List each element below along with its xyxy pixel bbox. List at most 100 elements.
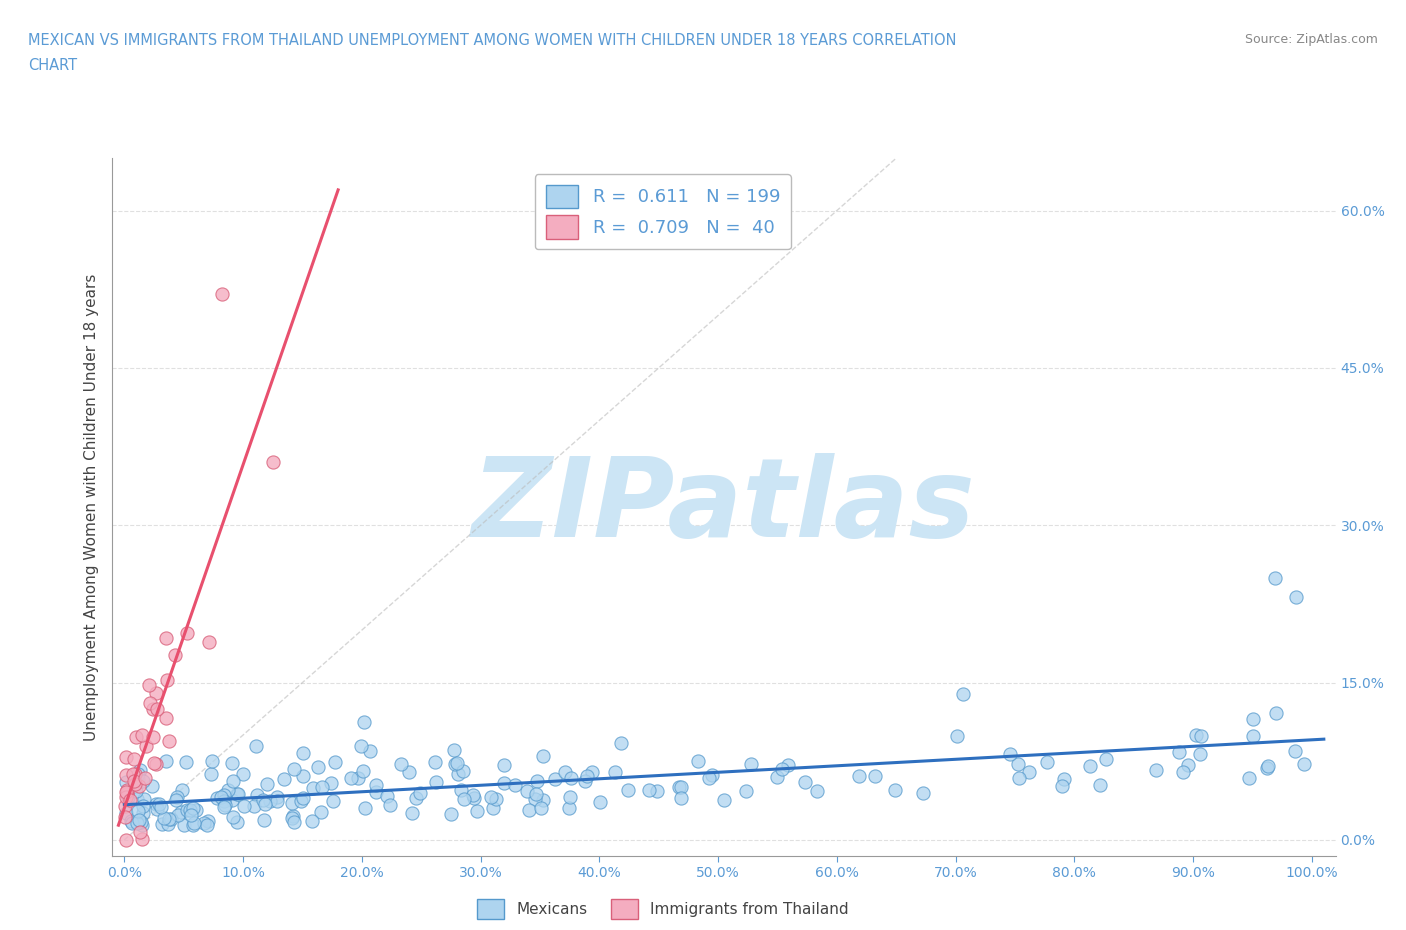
Point: [485, 791, 508, 806]
Point: [1050, 779, 1073, 794]
Point: [574, 774, 596, 789]
Point: [201, 754, 224, 769]
Point: [1257, 758, 1279, 773]
Point: [138, 678, 160, 693]
Point: [425, 774, 447, 789]
Point: [273, 772, 295, 787]
Point: [193, 816, 215, 830]
Point: [155, 753, 177, 768]
Point: [1053, 772, 1076, 787]
Point: [291, 768, 314, 783]
Point: [290, 794, 312, 809]
Point: [211, 287, 233, 302]
Text: MEXICAN VS IMMIGRANTS FROM THAILAND UNEMPLOYMENT AMONG WOMEN WITH CHILDREN UNDER: MEXICAN VS IMMIGRANTS FROM THAILAND UNEM…: [28, 33, 956, 47]
Point: [180, 807, 202, 822]
Point: [389, 757, 412, 772]
Point: [117, 785, 139, 800]
Point: [453, 764, 475, 778]
Point: [115, 787, 138, 802]
Point: [170, 804, 193, 819]
Point: [364, 784, 387, 799]
Point: [1090, 777, 1112, 792]
Point: [214, 797, 236, 812]
Point: [176, 626, 198, 641]
Point: [806, 783, 828, 798]
Point: [1167, 745, 1189, 760]
Text: ZIPatlas: ZIPatlas: [472, 453, 976, 561]
Point: [115, 750, 138, 764]
Point: [398, 764, 420, 779]
Point: [946, 728, 969, 743]
Point: [115, 805, 138, 820]
Point: [127, 791, 149, 806]
Point: [301, 814, 323, 829]
Point: [226, 787, 249, 802]
Point: [1008, 770, 1031, 785]
Point: [531, 748, 554, 763]
Point: [319, 776, 342, 790]
Point: [524, 791, 547, 806]
Point: [339, 771, 361, 786]
Point: [526, 774, 548, 789]
Point: [280, 796, 302, 811]
Point: [131, 727, 153, 742]
Point: [734, 783, 756, 798]
Point: [444, 756, 467, 771]
Point: [465, 804, 488, 819]
Point: [127, 771, 149, 786]
Point: [440, 806, 463, 821]
Point: [131, 805, 153, 820]
Point: [135, 738, 157, 753]
Point: [668, 779, 690, 794]
Point: [686, 753, 709, 768]
Point: [145, 757, 167, 772]
Point: [443, 742, 465, 757]
Point: [1285, 590, 1308, 604]
Point: [350, 739, 373, 754]
Point: [446, 755, 468, 770]
Point: [453, 791, 475, 806]
Point: [142, 730, 165, 745]
Point: [115, 832, 138, 847]
Point: [128, 778, 150, 793]
Point: [124, 767, 146, 782]
Point: [669, 779, 692, 794]
Point: [1018, 764, 1040, 779]
Point: [281, 811, 304, 826]
Point: [245, 738, 267, 753]
Point: [167, 808, 190, 823]
Point: [125, 784, 148, 799]
Point: [174, 754, 197, 769]
Point: [377, 789, 399, 804]
Point: [409, 785, 432, 800]
Point: [156, 672, 179, 687]
Point: [132, 774, 155, 789]
Point: [217, 782, 239, 797]
Point: [1256, 761, 1278, 776]
Point: [603, 764, 626, 779]
Point: [226, 787, 249, 802]
Point: [148, 797, 170, 812]
Point: [560, 771, 582, 786]
Point: [700, 767, 723, 782]
Point: [114, 775, 136, 790]
Point: [172, 782, 194, 797]
Point: [863, 768, 886, 783]
Point: [637, 783, 659, 798]
Point: [221, 810, 243, 825]
Point: [309, 804, 332, 819]
Point: [114, 799, 136, 814]
Point: [160, 812, 183, 827]
Point: [145, 797, 167, 812]
Point: [581, 764, 603, 779]
Point: [176, 803, 198, 817]
Point: [1177, 758, 1199, 773]
Point: [131, 831, 153, 846]
Point: [770, 761, 793, 776]
Point: [1188, 747, 1211, 762]
Point: [1241, 728, 1264, 743]
Point: [157, 811, 180, 826]
Point: [848, 769, 870, 784]
Point: [1144, 763, 1167, 777]
Point: [884, 783, 907, 798]
